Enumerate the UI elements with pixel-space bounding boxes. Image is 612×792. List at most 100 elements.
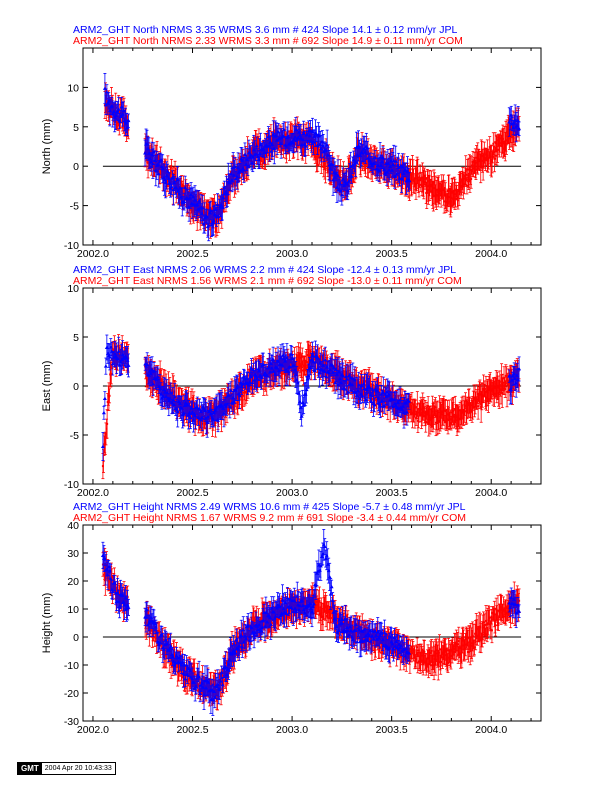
data-point xyxy=(510,134,513,137)
data-point xyxy=(516,118,521,122)
data-point xyxy=(383,165,386,168)
data-point xyxy=(501,137,504,140)
data-point xyxy=(315,155,318,158)
data-point xyxy=(310,139,313,142)
data-point xyxy=(479,159,482,162)
data-point xyxy=(498,142,501,145)
data-point xyxy=(483,151,486,154)
data-point xyxy=(512,136,515,139)
data-point xyxy=(437,188,440,191)
data-point xyxy=(108,394,111,397)
data-point xyxy=(156,171,161,176)
legend-line-1: ARM2_GHT North NRMS 3.35 WRMS 3.6 mm # 4… xyxy=(73,24,457,36)
data-point xyxy=(248,152,253,157)
data-point xyxy=(192,209,195,212)
data-point xyxy=(482,165,485,168)
data-point xyxy=(149,156,152,159)
data-point xyxy=(437,191,440,194)
data-point xyxy=(316,156,319,159)
data-point xyxy=(326,160,329,163)
data-point xyxy=(406,183,409,186)
data-point xyxy=(489,159,492,162)
data-point xyxy=(422,180,425,183)
data-point xyxy=(104,442,107,445)
data-point xyxy=(282,127,287,132)
x-tick-label: 2004.0 xyxy=(475,248,507,260)
data-point xyxy=(209,221,212,224)
data-point xyxy=(447,188,450,191)
y-tick-label: 0 xyxy=(73,381,79,393)
data-point xyxy=(500,137,503,140)
data-point xyxy=(194,201,197,204)
data-point xyxy=(147,161,150,164)
data-point xyxy=(169,184,174,188)
data-point xyxy=(233,164,238,169)
data-point xyxy=(366,162,369,165)
data-point xyxy=(461,179,464,182)
data-point xyxy=(415,174,418,177)
data-point xyxy=(416,173,419,176)
data-point xyxy=(103,102,108,107)
data-point xyxy=(509,113,514,117)
data-point xyxy=(223,199,226,202)
data-point xyxy=(462,185,465,188)
data-point xyxy=(339,170,342,173)
data-point xyxy=(311,145,314,148)
data-point xyxy=(433,187,436,190)
data-point xyxy=(106,401,109,404)
data-point xyxy=(489,155,492,158)
data-point xyxy=(475,156,478,159)
data-point xyxy=(380,155,385,160)
data-point xyxy=(208,208,213,213)
data-point xyxy=(168,385,171,388)
data-point xyxy=(472,167,475,170)
data-point xyxy=(211,212,214,215)
data-point xyxy=(438,190,441,193)
data-point xyxy=(474,162,477,165)
data-point xyxy=(439,188,442,191)
data-point xyxy=(412,168,415,171)
data-point xyxy=(503,140,506,143)
data-point xyxy=(387,173,390,176)
data-point xyxy=(245,164,250,168)
data-point xyxy=(200,206,205,210)
data-point xyxy=(509,132,512,135)
data-point xyxy=(257,143,260,146)
data-point xyxy=(509,137,512,140)
data-point xyxy=(505,139,508,142)
data-point xyxy=(325,143,330,147)
data-point xyxy=(467,172,470,175)
data-point xyxy=(501,140,504,143)
data-point xyxy=(158,377,161,380)
data-point xyxy=(195,418,198,421)
data-point xyxy=(303,143,308,148)
data-point xyxy=(453,193,456,196)
data-point xyxy=(157,158,160,161)
data-point xyxy=(154,157,157,160)
y-tick-label: 5 xyxy=(73,332,79,344)
data-point xyxy=(497,139,500,142)
data-point xyxy=(511,136,514,139)
data-point xyxy=(171,187,174,190)
data-point xyxy=(198,420,201,423)
data-point xyxy=(259,157,262,160)
data-point xyxy=(245,390,248,393)
data-point xyxy=(455,191,458,194)
data-point xyxy=(320,157,323,160)
data-point xyxy=(358,154,361,157)
data-point xyxy=(416,169,419,172)
data-point xyxy=(180,397,183,400)
x-tick-label: 2003.0 xyxy=(276,487,308,499)
data-point xyxy=(107,394,110,397)
data-point xyxy=(322,166,325,169)
data-point xyxy=(480,154,483,157)
data-point xyxy=(260,380,263,383)
data-point xyxy=(393,159,398,163)
legend-line-2: ARM2_GHT East NRMS 1.56 WRMS 2.1 mm # 69… xyxy=(73,275,462,287)
data-point xyxy=(195,408,198,411)
data-point xyxy=(335,173,340,177)
data-point xyxy=(485,153,488,156)
data-point xyxy=(440,185,443,188)
data-point xyxy=(352,168,355,171)
